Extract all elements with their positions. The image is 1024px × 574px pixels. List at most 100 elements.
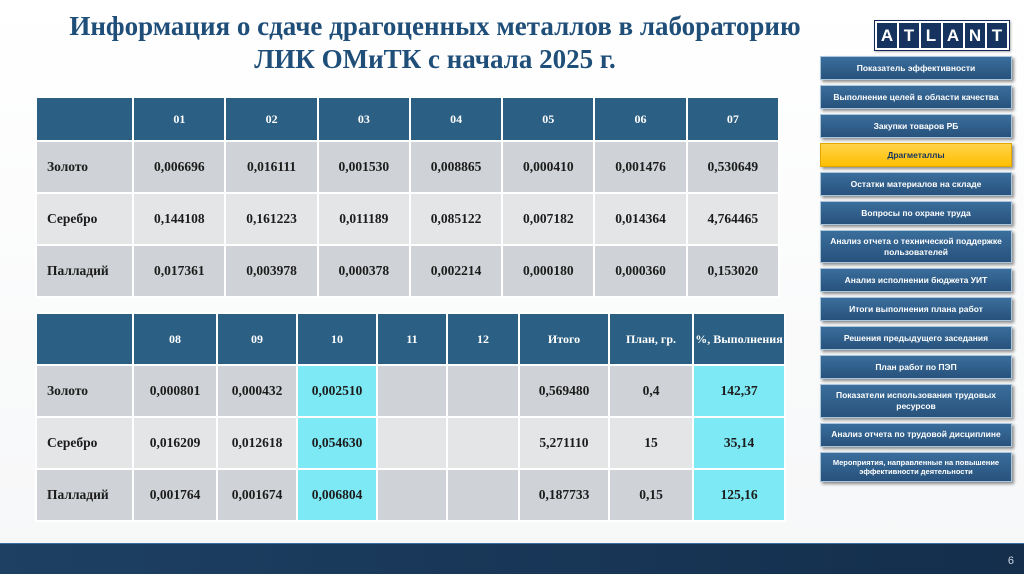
table-row: Серебро 0,016209 0,012618 0,054630 5,271110 1… (35, 416, 786, 470)
data-cell: 0,000180 (501, 244, 596, 298)
data-cell: 0,007182 (501, 192, 596, 246)
column-header: 01 (132, 96, 227, 142)
data-cell: 0,4 (608, 364, 694, 418)
data-cell: 0,15 (608, 468, 694, 522)
column-header: 04 (408, 96, 504, 142)
data-cell (446, 416, 520, 470)
data-cell (446, 468, 520, 522)
logo-letter: T (987, 23, 1007, 48)
row-label: Палладий (34, 244, 135, 298)
sidebar-item[interactable]: Показатели использования трудовых ресурс… (820, 384, 1012, 418)
column-header: 03 (316, 96, 411, 142)
column-header: План, гр. (608, 312, 694, 366)
data-cell: 0,000801 (132, 364, 218, 418)
data-cell: 0,017361 (132, 244, 227, 298)
metals-table-months-08-12-totals: 08 09 10 11 12 Итого План, гр.%, Выполнения Зол… (35, 312, 786, 522)
row-label: Серебро (35, 416, 134, 470)
data-cell: 0,006696 (132, 140, 227, 194)
column-header: 05 (501, 96, 596, 142)
data-cell: 0,000432 (216, 364, 298, 418)
data-cell: 0,000360 (593, 244, 688, 298)
data-cell: 0,003978 (224, 244, 319, 298)
data-cell: 125,16 (692, 468, 786, 522)
column-header: 10 (296, 312, 378, 366)
sidebar-item[interactable]: Остатки материалов на складе (820, 172, 1012, 196)
table-row: Палладий 0,017361 0,003978 0,000378 0,002214… (34, 244, 781, 298)
column-header: 07 (685, 96, 781, 142)
column-header: 09 (216, 312, 298, 366)
header-row: 01 02 03 04 05 06 07 (34, 96, 781, 142)
table-row: Золото 0,000801 0,000432 0,002510 0,569480 0,… (35, 364, 786, 418)
column-header: %, Выполнения (692, 312, 786, 366)
sidebar-item[interactable]: Анализ отчета по трудовой дисциплине (820, 422, 1012, 447)
footer-bar: 6 (0, 543, 1024, 574)
header-row: 08 09 10 11 12 Итого План, гр.%, Выполнения (35, 312, 786, 366)
sidebar-item[interactable]: Решения предыдущего заседания (820, 326, 1012, 351)
column-header: Итого (518, 312, 610, 366)
sidebar-nav: Показатель эффективности Выполнение целей… (820, 56, 1012, 483)
page-title-line1: Информация о сдаче драгоценных металлов … (69, 11, 801, 41)
sidebar-item[interactable]: Выполнение целей в области качества (820, 85, 1012, 109)
sidebar-item[interactable]: Мероприятия, направленные на повышение э… (820, 451, 1012, 483)
data-cell: 0,153020 (685, 244, 781, 298)
data-cell (376, 364, 448, 418)
data-cell (376, 468, 448, 522)
data-cell: 0,006804 (296, 468, 378, 522)
column-header: 11 (376, 312, 448, 366)
data-cell (376, 416, 448, 470)
data-cell: 0,001764 (132, 468, 218, 522)
row-label: Золото (35, 364, 134, 418)
column-header (35, 312, 134, 366)
table-row: Золото 0,006696 0,016111 0,001530 0,008865 0,… (34, 140, 781, 194)
column-header (34, 96, 135, 142)
column-header: 06 (593, 96, 688, 142)
data-cell: 0,054630 (296, 416, 378, 470)
sidebar-item[interactable]: План работ по ПЭП (820, 355, 1012, 380)
page-title: Информация о сдаче драгоценных металлов … (18, 10, 852, 76)
data-cell: 4,764465 (685, 192, 781, 246)
data-cell: 0,161223 (224, 192, 319, 246)
page-number: 6 (1007, 555, 1014, 567)
data-cell (446, 364, 520, 418)
data-cell: 15 (608, 416, 694, 470)
data-cell: 0,016111 (224, 140, 319, 194)
metals-table-months-01-07: 01 02 03 04 05 06 07 Золото 0,006696 0,016111 0,00… (34, 96, 781, 298)
table-row: Серебро 0,144108 0,161223 0,011189 0,085122 0… (34, 192, 781, 246)
data-cell: 0,000378 (316, 244, 411, 298)
sidebar-item[interactable]: Закупки товаров РБ (820, 114, 1012, 138)
sidebar-item[interactable]: Драгметаллы (820, 143, 1012, 167)
data-cell: 0,144108 (132, 192, 227, 246)
data-cell: 5,271110 (518, 416, 610, 470)
column-header: 02 (224, 96, 319, 142)
sidebar-item[interactable]: Вопросы по охране труда (820, 201, 1012, 225)
logo-letter: L (921, 23, 941, 48)
data-cell: 0,014364 (593, 192, 688, 246)
logo-letter: A (877, 23, 897, 48)
row-label: Золото (34, 140, 135, 194)
sidebar-item[interactable]: Показатель эффективности (820, 56, 1012, 80)
data-cell: 0,008865 (408, 140, 504, 194)
sidebar-item[interactable]: Анализ исполнении бюджета УИТ (820, 268, 1012, 293)
data-cell: 0,187733 (518, 468, 610, 522)
data-cell: 0,001530 (316, 140, 411, 194)
data-cell: 0,001674 (216, 468, 298, 522)
sidebar-item[interactable]: Итоги выполнения плана работ (820, 297, 1012, 322)
data-cell: 0,530649 (685, 140, 781, 194)
data-cell: 0,011189 (316, 192, 411, 246)
data-cell: 0,002214 (408, 244, 504, 298)
data-cell: 0,012618 (216, 416, 298, 470)
logo-letter: A (943, 23, 963, 48)
data-cell: 35,14 (692, 416, 786, 470)
data-cell: 0,085122 (408, 192, 504, 246)
data-cell: 0,569480 (518, 364, 610, 418)
data-cell: 142,37 (692, 364, 786, 418)
data-cell: 0,016209 (132, 416, 218, 470)
column-header: 12 (446, 312, 520, 366)
sidebar-item[interactable]: Анализ отчета о технической поддержке по… (820, 230, 1012, 264)
logo-letter: T (899, 23, 919, 48)
data-cell: 0,002510 (296, 364, 378, 418)
data-cell: 0,001476 (593, 140, 688, 194)
row-label: Серебро (34, 192, 135, 246)
